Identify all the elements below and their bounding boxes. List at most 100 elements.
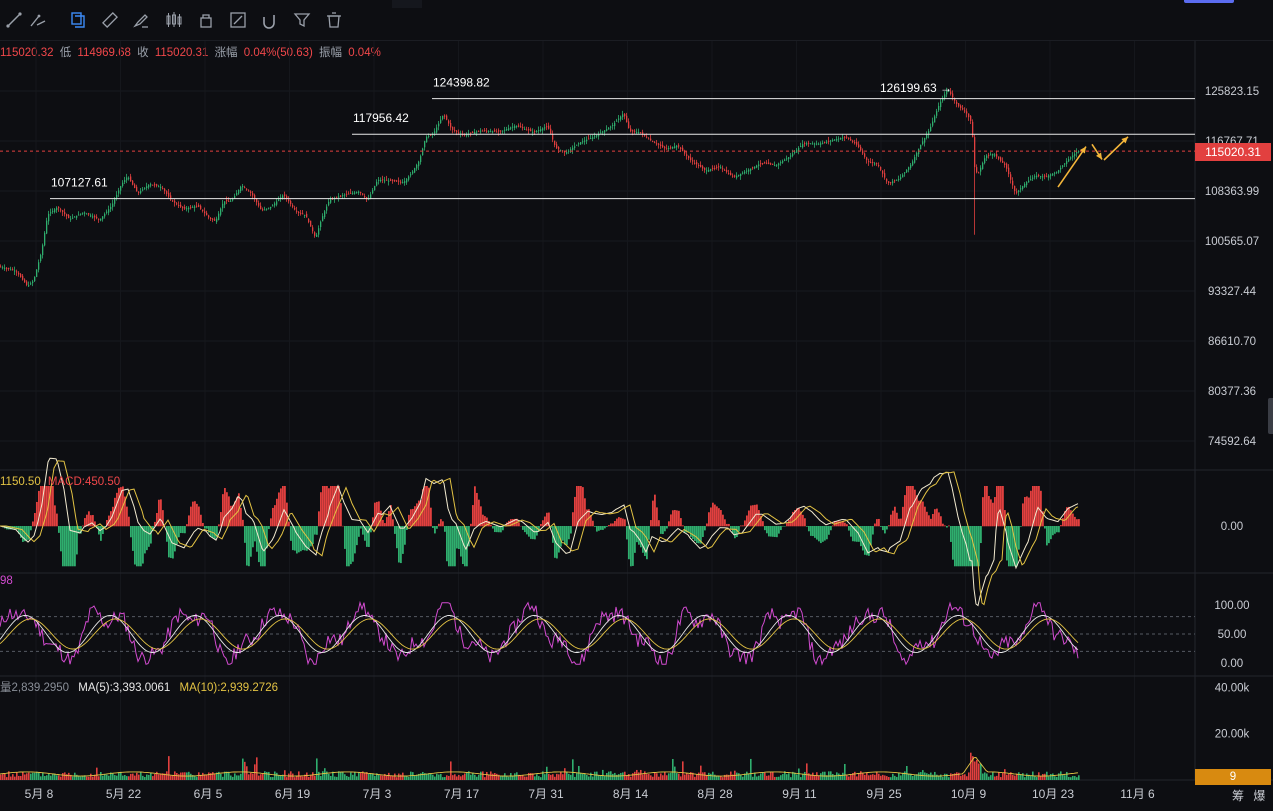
- macd-histogram-bar: [512, 519, 514, 527]
- magnet-icon[interactable]: [259, 10, 279, 30]
- lock-icon[interactable]: [196, 10, 216, 30]
- trash-icon[interactable]: [324, 10, 344, 30]
- volume-bar: [714, 774, 716, 780]
- candle: [324, 211, 326, 218]
- macd-histogram-bar: [798, 508, 800, 527]
- candle: [222, 203, 224, 209]
- candle: [668, 148, 670, 150]
- macd-histogram-bar: [172, 526, 174, 559]
- candle: [632, 130, 634, 132]
- volume-bar: [670, 772, 672, 780]
- chip-distribution-button[interactable]: 筹: [1232, 789, 1245, 803]
- macd-histogram-bar: [328, 488, 330, 527]
- brush-icon[interactable]: [131, 10, 151, 30]
- ruler-icon[interactable]: [100, 10, 120, 30]
- candle: [724, 169, 726, 171]
- macd-histogram-bar: [826, 526, 828, 540]
- volume-bar: [464, 773, 466, 780]
- macd-histogram-bar: [842, 521, 844, 527]
- candle: [582, 141, 584, 143]
- candle: [494, 130, 496, 132]
- macd-histogram-bar: [960, 526, 962, 567]
- macd-histogram-bar: [862, 526, 864, 551]
- candle: [1058, 170, 1060, 173]
- macd-histogram-bar: [340, 503, 342, 527]
- forecast-arrow-head: [1079, 146, 1086, 154]
- volume-bar: [394, 773, 396, 780]
- volume-bar: [956, 772, 958, 780]
- candle: [550, 128, 552, 135]
- candle: [888, 181, 890, 184]
- candle: [1008, 167, 1010, 175]
- candle: [504, 129, 506, 131]
- side-panel-handle[interactable]: [1268, 398, 1273, 434]
- candle: [202, 209, 204, 212]
- macd-histogram-bar: [884, 526, 886, 534]
- volume-bar: [460, 776, 462, 780]
- volume-bar: [220, 773, 222, 780]
- volume-bar: [358, 772, 360, 780]
- candle: [138, 191, 140, 193]
- volume-bar: [398, 773, 400, 780]
- volume-bar: [952, 773, 954, 780]
- volume-bar: [574, 776, 576, 780]
- fibonacci-tool-icon[interactable]: [28, 10, 48, 30]
- price-axis: 125823.15116767.71108363.99100565.079332…: [1205, 86, 1259, 448]
- volume-bar: [778, 776, 780, 780]
- volume-bar: [32, 772, 34, 780]
- macd-histogram-bar: [712, 502, 714, 527]
- macd-histogram-bar: [830, 526, 832, 531]
- candle: [444, 115, 446, 117]
- macd-histogram-bar: [696, 526, 698, 544]
- candle: [680, 147, 682, 149]
- volume-bar: [426, 773, 428, 780]
- macd-histogram-bar: [572, 512, 574, 527]
- candle-pattern-icon[interactable]: [164, 10, 184, 30]
- volume-bar: [792, 771, 794, 780]
- volume-bar: [1064, 775, 1066, 780]
- candle: [956, 101, 958, 104]
- macd-histogram-bar: [1026, 496, 1028, 527]
- macd-histogram-bar: [244, 526, 246, 543]
- candle: [596, 135, 598, 137]
- macd-histogram-bar: [232, 505, 234, 527]
- copy-icon[interactable]: [68, 10, 88, 30]
- macd-histogram-bar: [680, 518, 682, 527]
- volume-bar: [1022, 773, 1024, 780]
- volume-bar: [416, 774, 418, 780]
- candle: [502, 130, 504, 132]
- annotation-icon[interactable]: [228, 10, 248, 30]
- kdj-d-line: [0, 618, 1079, 650]
- volume-bar: [762, 772, 764, 780]
- candle: [748, 169, 750, 172]
- candle: [0, 266, 2, 268]
- candle: [384, 180, 386, 182]
- candle: [354, 192, 356, 194]
- candle: [792, 153, 794, 156]
- candle: [314, 232, 316, 236]
- macd-histogram-bar: [44, 486, 46, 527]
- macd-histogram-bar: [952, 526, 954, 560]
- candle: [372, 190, 374, 194]
- macd-histogram-bar: [150, 526, 152, 544]
- volume-bar: [510, 773, 512, 780]
- volume-tag: 9: [1195, 769, 1271, 785]
- macd-histogram-bar: [70, 526, 72, 567]
- macd-histogram-bar: [940, 516, 942, 527]
- filter-icon[interactable]: [292, 10, 312, 30]
- candle: [20, 274, 22, 278]
- volume-bar: [1052, 773, 1054, 780]
- macd-histogram-bar: [330, 486, 332, 527]
- line-tool-icon[interactable]: [4, 10, 24, 30]
- liquidation-button[interactable]: 爆: [1253, 789, 1266, 803]
- macd-histogram-bar: [810, 526, 812, 536]
- candle: [896, 179, 898, 181]
- candle: [960, 105, 962, 108]
- candle: [534, 131, 536, 133]
- macd-histogram-bar: [20, 526, 22, 538]
- volume-bar: [1068, 776, 1070, 780]
- volume-bar: [230, 775, 232, 780]
- macd-histogram-bar: [462, 526, 464, 565]
- macd-histogram-bar: [114, 497, 116, 527]
